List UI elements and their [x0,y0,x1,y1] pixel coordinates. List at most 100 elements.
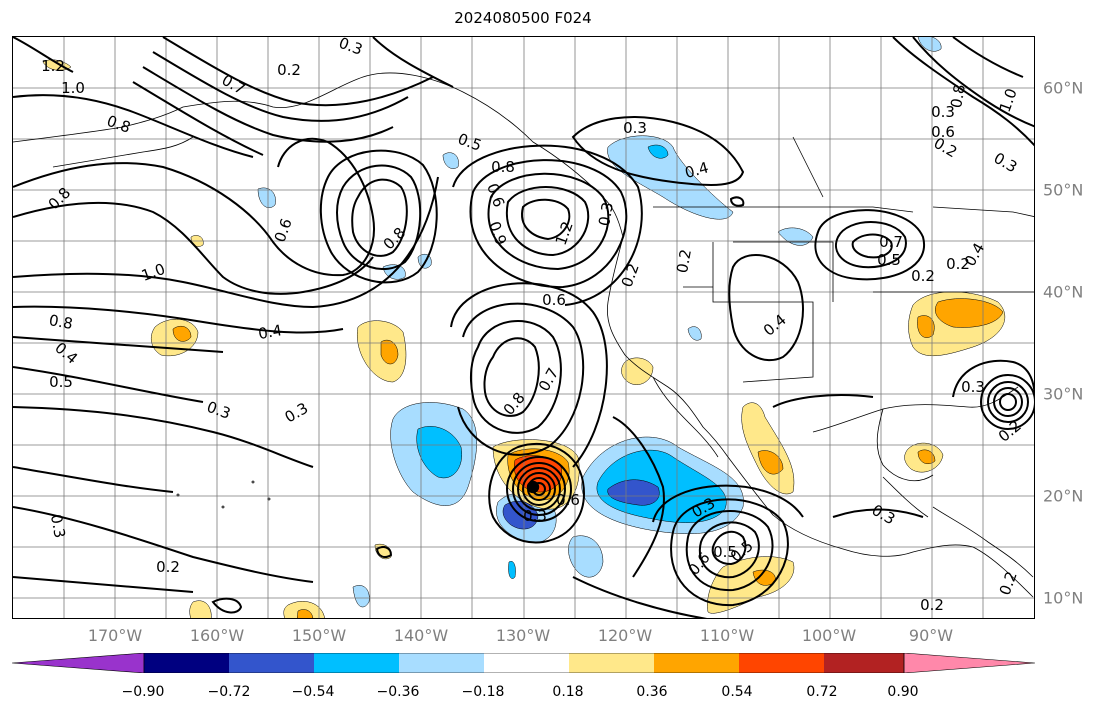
contour-label: 0.5 [49,373,73,391]
colorbar-tick: 0.36 [636,684,668,700]
colorbar-swatch [569,653,654,673]
colorbar-extend-low [12,653,145,673]
contour-label: 0.3 [961,378,985,396]
contour-label: 0.6 [483,181,508,210]
shade-region [189,600,212,618]
lon-label: 120°W [597,626,653,645]
lat-label: 20°N [1043,486,1084,506]
shade-region [647,144,669,159]
contour-label: 0.5 [877,251,901,269]
shade-region [172,326,192,342]
map-title: 2024080500 F024 [454,9,592,27]
contour-label: 1.2 [552,219,577,248]
contour-label: 0.3 [336,37,365,59]
shade-region [687,326,702,341]
contour-label: 0.7 [219,71,249,99]
shade-region [935,298,1004,328]
shade-region [257,187,276,208]
contour-label: 0.3 [47,513,69,540]
shade-region [757,450,784,475]
contour-label: 0.6 [542,291,566,309]
contour-label: 0.3 [931,103,955,121]
contour-label: 0.5 [713,543,737,561]
lat-label: 30°N [1043,384,1084,404]
shade-region [568,535,604,578]
colorbar-swatch [484,653,569,673]
contour-label: 1.0 [139,260,168,285]
contour-label: 0.6 [931,123,955,141]
shade-region [352,585,370,608]
shade-region [917,449,936,464]
contour-label: 0.2 [277,61,301,79]
colorbar [12,653,1035,673]
lon-label: 110°W [699,626,755,645]
contour-label: 0.8 [491,158,515,176]
contour-label: 0.4 [760,311,790,340]
colorbar-swatch [229,653,314,673]
coastlines [13,72,1034,598]
colorbar-tick: −0.90 [121,684,165,700]
contour-label: 0.6 [685,549,714,579]
contour-label: 0.4 [257,321,284,343]
colorbar-swatch [739,653,824,673]
contour-label: 1.2 [41,57,65,75]
contour-label: 0.2 [673,248,695,275]
lon-label: 140°W [393,626,449,645]
contour-label: 0.6 [271,216,296,245]
shade-region [296,609,314,618]
colorbar-swatch [399,653,484,673]
shade-region [917,315,935,338]
shade-region [380,339,399,365]
colorbar-swatch [824,653,904,673]
contour-label: 0.2 [618,261,643,290]
contour-label: 0.3 [204,398,233,423]
contour-label: 1.0 [61,79,85,97]
shade-region [416,426,463,479]
contour-label: 0.4 [683,158,711,182]
contour-label: 0.3 [523,507,547,525]
colorbar-tick: 0.72 [806,684,838,700]
contour-label: 0.8 [947,83,969,110]
colorbar-tick: −0.54 [291,684,335,700]
contour-label: 0.2 [946,255,970,273]
lat-label: 50°N [1043,180,1084,200]
contour-label: 0.2 [920,596,944,614]
contour-label: 0.3 [869,501,899,529]
map-canvas: 1.2 1.0 0.8 0.3 0.2 0.7 0.8 0.8 0.6 1.0 … [13,37,1034,618]
lat-label: 40°N [1043,282,1084,302]
colorbar-tick: −0.18 [461,684,505,700]
shade-region [607,479,660,506]
contour-label: 0.9 [485,219,510,248]
contour-label: 0.3 [991,149,1021,177]
lon-label: 130°W [495,626,551,645]
contour-label: 0.2 [156,558,180,576]
contour-label: 0.8 [104,112,133,137]
colorbar-swatch [144,653,229,673]
contour-label: 0.2 [911,267,935,285]
contour-label: 0.3 [595,201,617,228]
lon-label: 100°W [801,626,857,645]
colorbar-tick: −0.36 [376,684,420,700]
colorbar-tick: −0.72 [207,684,251,700]
contour-label: 0.5 [455,130,484,155]
colorbar-tick: 0.54 [721,684,753,700]
shade-region [621,357,654,385]
shade-region [596,449,727,523]
colorbar-extend-high [903,653,1035,673]
map-panel: 1.2 1.0 0.8 0.3 0.2 0.7 0.8 0.8 0.6 1.0 … [12,36,1035,619]
contour-label: 0.7 [879,233,903,251]
lon-label: 160°W [189,626,245,645]
contour-label: 0.6 [556,491,580,509]
contour-label: 0.3 [282,399,312,427]
contour-lines [13,37,1034,618]
colorbar-tick: 0.18 [552,684,584,700]
colorbar-tick: 0.90 [887,684,919,700]
shade-region [508,561,516,579]
colorbar-swatch [654,653,739,673]
contour-label: 0.2 [996,569,1021,598]
lon-label: 90°W [908,626,954,645]
shade-region [442,152,459,169]
contour-label: 0.8 [48,311,75,333]
colorbar-swatch [314,653,399,673]
lon-label: 170°W [87,626,143,645]
